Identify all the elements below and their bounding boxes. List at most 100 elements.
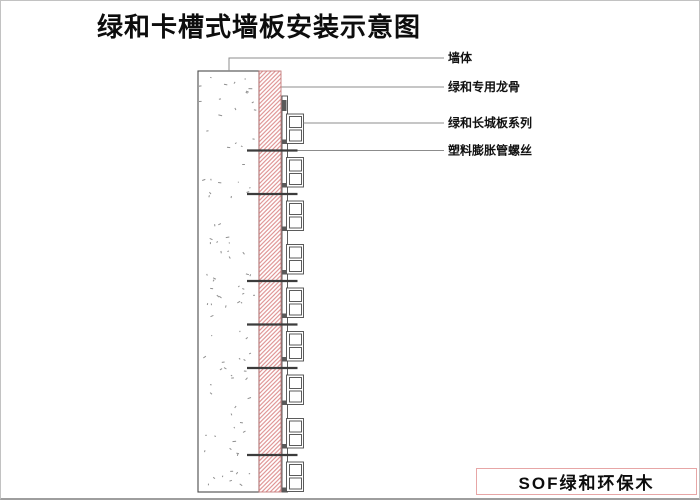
speckle-mark — [248, 352, 252, 355]
speckle-mark — [223, 367, 227, 370]
callout-panel: 绿和长城板系列 — [448, 115, 532, 130]
speckle-mark — [230, 374, 233, 377]
panel-cell — [289, 290, 302, 302]
speckle-mark — [210, 178, 212, 181]
speckle-mark — [242, 288, 245, 290]
callout-wall: 墙体 — [448, 50, 473, 65]
panel-cell — [289, 434, 302, 446]
speckle-mark — [225, 236, 230, 239]
speckle-mark — [223, 83, 228, 86]
speckle-mark — [229, 479, 233, 482]
speckle-mark — [212, 277, 217, 280]
speckle-mark — [237, 300, 241, 304]
panel-clip — [282, 444, 287, 449]
speckle-mark — [239, 483, 243, 487]
speckle-mark — [209, 191, 212, 195]
speckle-mark — [237, 285, 240, 288]
speckle-mark — [245, 273, 250, 276]
panel-cell — [289, 347, 302, 359]
speckle-mark — [240, 301, 243, 304]
speckle-mark — [245, 337, 249, 340]
panel-clip — [282, 270, 287, 275]
speckle-mark — [249, 274, 252, 277]
speckle-mark — [234, 405, 237, 409]
speckle-mark — [212, 279, 215, 282]
speckle-mark — [212, 476, 216, 480]
speckle-mark — [218, 114, 223, 117]
panel-cell — [289, 246, 302, 259]
speckle-mark — [247, 397, 252, 400]
speckle-mark — [227, 250, 230, 253]
speckle-mark — [238, 357, 241, 360]
speckle-mark — [218, 295, 222, 299]
panel-cell — [289, 116, 302, 128]
callout-screw: 塑料膨胀管螺丝 — [448, 143, 532, 158]
panel-cell — [289, 203, 302, 215]
brand-box: SOF绿和环保木 — [476, 468, 697, 495]
speckle-mark — [236, 453, 239, 457]
speckle-mark — [214, 435, 217, 437]
speckle-mark — [225, 305, 227, 308]
speckle-mark — [234, 142, 237, 145]
speckle-mark — [228, 256, 231, 259]
speckle-mark — [229, 447, 232, 451]
speckle-mark — [242, 430, 246, 433]
speckle-mark — [219, 368, 223, 371]
speckle-mark — [209, 392, 213, 395]
speckle-mark — [216, 241, 219, 243]
speckle-mark — [230, 413, 233, 416]
speckle-mark — [245, 91, 248, 94]
speckle-mark — [202, 178, 206, 181]
speckle-mark — [240, 145, 243, 148]
expansion-screws — [247, 149, 298, 457]
panel-cell — [289, 303, 302, 316]
speckle-mark — [236, 452, 240, 455]
speckle-mark — [233, 81, 236, 84]
speckle-mark — [204, 450, 206, 453]
diagram-title: 绿和卡槽式墙板安装示意图 — [96, 12, 421, 42]
panel-cell — [289, 477, 302, 490]
panel-cell — [289, 173, 302, 185]
speckle-mark — [210, 314, 214, 318]
speckle-mark — [216, 294, 220, 298]
panel-clip — [282, 183, 287, 188]
speckle-mark — [242, 251, 245, 255]
speckle-mark — [203, 355, 207, 359]
speckle-mark — [210, 334, 213, 337]
speckle-mark — [218, 223, 222, 226]
speckle-mark — [208, 195, 210, 198]
callout-keel: 绿和专用龙骨 — [448, 79, 520, 94]
panel-cell — [289, 420, 302, 433]
panel-cell — [289, 333, 302, 346]
panel-cell — [289, 129, 302, 142]
speckle-mark — [249, 186, 251, 189]
speckle-mark — [251, 101, 254, 104]
panel-clip — [282, 357, 287, 362]
speckle-mark — [245, 90, 249, 93]
panel-cell — [289, 464, 302, 476]
wall-panels — [282, 113, 304, 492]
leader-line-wall — [228, 57, 444, 71]
speckle-mark — [233, 426, 236, 429]
panel-start-clip — [282, 100, 287, 111]
panel-clip — [282, 313, 287, 318]
speckle-mark — [245, 377, 248, 381]
panel-cell — [289, 390, 302, 403]
panel-cell — [289, 260, 302, 272]
speckle-mark — [210, 76, 212, 79]
speckle-mark — [246, 191, 250, 193]
panel-clip — [282, 139, 287, 144]
speckle-mark — [239, 330, 241, 333]
speckle-mark — [243, 358, 246, 362]
panel-cell — [289, 159, 302, 172]
speckle-mark — [234, 107, 237, 111]
speckle-mark — [209, 237, 213, 241]
brand-text: SOF绿和环保木 — [518, 474, 655, 493]
speckle-mark — [206, 273, 208, 276]
panel-cell — [289, 216, 302, 229]
panel-clip — [282, 400, 287, 405]
concrete-speckles — [199, 76, 257, 487]
panel-clip — [282, 487, 287, 492]
